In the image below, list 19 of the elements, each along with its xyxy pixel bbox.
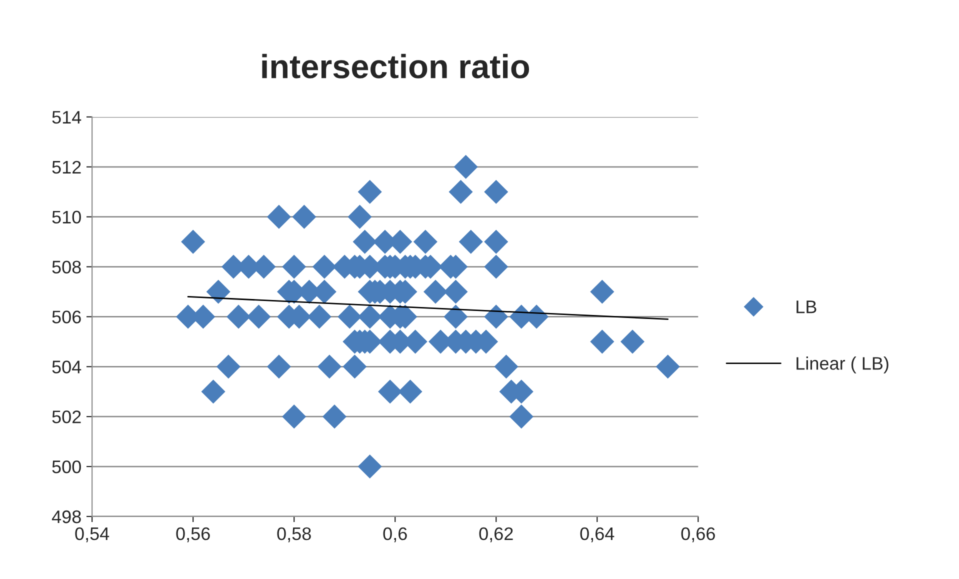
x-tick-label: 0,62 [479, 527, 513, 542]
y-tick-label: 512 [52, 160, 81, 174]
chart-title: intersection ratio [262, 54, 530, 78]
x-tick-label: 0,6 [383, 527, 407, 542]
legend-label: LB [796, 300, 816, 314]
y-tick-label: 504 [52, 360, 82, 374]
y-tick-label: 500 [52, 460, 81, 474]
y-tick-label: 508 [52, 260, 81, 274]
y-tick-label: 498 [52, 510, 81, 524]
x-tick-label: 0,54 [75, 527, 110, 542]
y-tick-label: 514 [52, 111, 82, 124]
legend-label: Linear ( LB) [796, 356, 888, 374]
y-tick-label: 510 [52, 210, 81, 224]
x-tick-label: 0,66 [681, 527, 715, 542]
x-tick-label: 0,58 [277, 527, 311, 542]
x-tick-label: 0,56 [176, 527, 210, 542]
y-tick-label: 502 [52, 410, 81, 424]
x-tick-label: 0,64 [580, 527, 614, 542]
y-tick-label: 506 [52, 310, 81, 324]
